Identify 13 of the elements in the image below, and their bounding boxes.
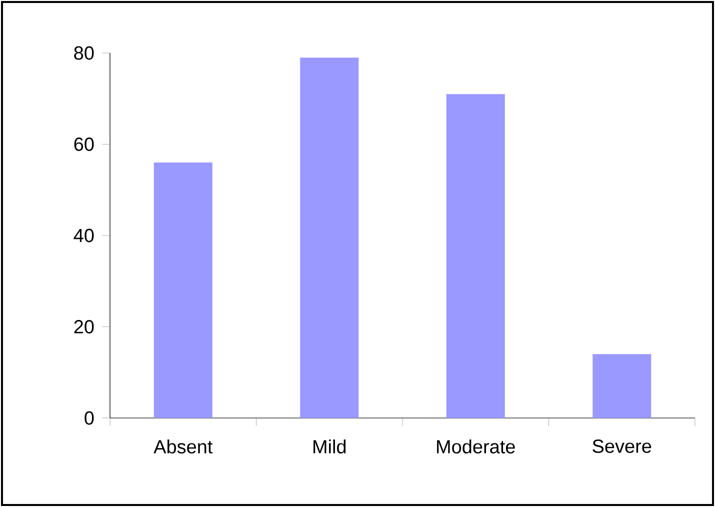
x-tick-label: Moderate (437, 440, 515, 454)
x-tick-label: Absent (154, 440, 213, 454)
y-tick-label: 40 (74, 228, 94, 242)
y-tick-label: 80 (74, 46, 94, 60)
x-tick-label: Mild (314, 440, 346, 454)
bar (154, 162, 212, 418)
bar (300, 58, 359, 418)
x-tick-label: Severe (592, 440, 652, 453)
y-tick-label: 20 (74, 320, 94, 334)
y-tick-label: 60 (74, 138, 94, 151)
bar (446, 94, 505, 418)
y-tick-label: 0 (84, 411, 94, 425)
bar (592, 354, 652, 418)
